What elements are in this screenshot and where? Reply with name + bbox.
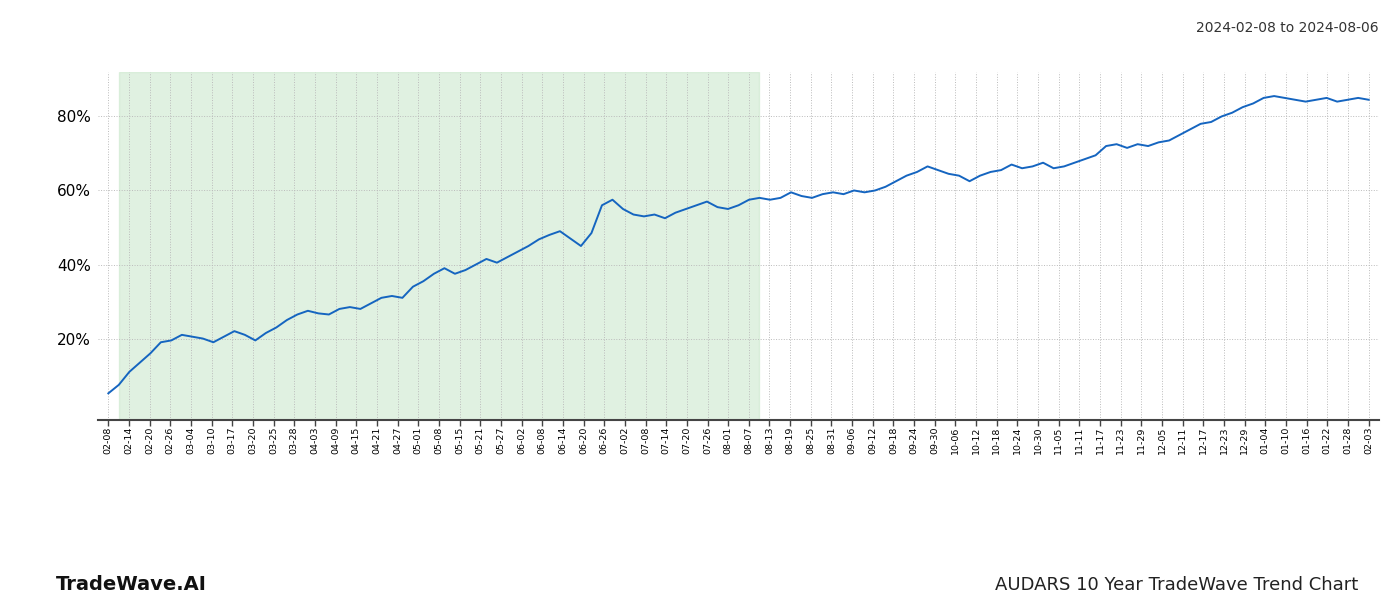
Text: 2024-02-08 to 2024-08-06: 2024-02-08 to 2024-08-06: [1197, 21, 1379, 35]
Text: AUDARS 10 Year TradeWave Trend Chart: AUDARS 10 Year TradeWave Trend Chart: [995, 576, 1358, 594]
Bar: [119, 72, 759, 420]
Text: TradeWave.AI: TradeWave.AI: [56, 575, 207, 594]
